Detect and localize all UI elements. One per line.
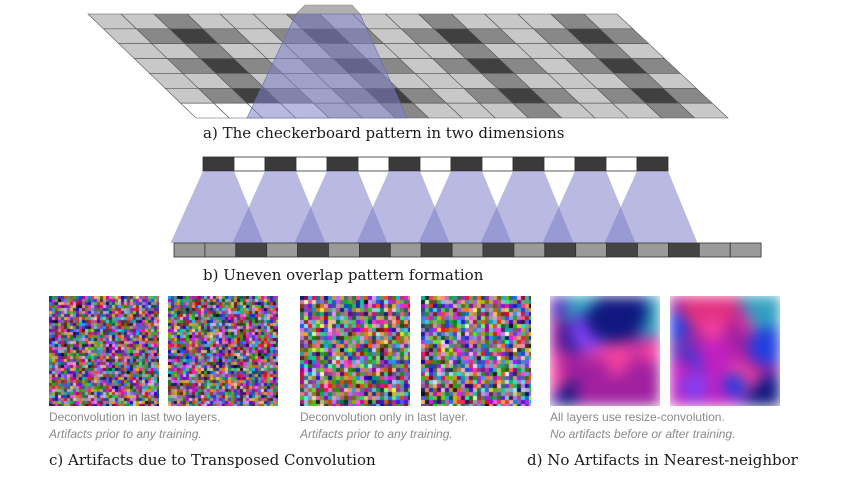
example-note-2-line2: Artifacts prior to any training. xyxy=(300,427,453,441)
output-cell xyxy=(637,242,669,258)
artifact-image-1 xyxy=(49,296,159,406)
output-cell xyxy=(358,242,391,258)
output-strip-1d xyxy=(173,242,762,258)
output-cell xyxy=(729,242,762,258)
output-cell xyxy=(235,242,268,258)
input-cell xyxy=(295,156,328,172)
caption-d: d) No Artifacts in Nearest-neighbor xyxy=(527,451,798,469)
example-note-3-line2: No artifacts before or after training. xyxy=(550,427,736,441)
input-cell xyxy=(357,156,390,172)
input-cell xyxy=(233,156,266,172)
output-cell xyxy=(328,242,360,258)
example-note-2: Deconvolution only in last layer. Artifa… xyxy=(300,409,468,443)
artifact-image-3 xyxy=(300,296,410,406)
input-cell xyxy=(264,156,297,172)
artifact-image-2 xyxy=(168,296,278,406)
input-cell xyxy=(419,156,452,172)
kernel-spread xyxy=(418,171,512,243)
input-cell xyxy=(543,156,576,172)
input-cell xyxy=(481,156,514,172)
example-note-2-line1: Deconvolution only in last layer. xyxy=(300,410,469,424)
kernel-frustum xyxy=(246,13,408,119)
output-cell xyxy=(698,242,731,258)
kernel-spread xyxy=(294,171,388,243)
grid-cell xyxy=(678,102,729,119)
output-cell xyxy=(451,242,484,258)
smooth-image-1-frame xyxy=(550,296,660,406)
input-strip-1d xyxy=(202,156,669,172)
example-note-3: All layers use resize-convolution. No ar… xyxy=(550,409,735,443)
output-cell xyxy=(297,242,329,258)
smooth-image-2-frame xyxy=(670,296,780,406)
output-cell xyxy=(544,242,577,258)
output-cell xyxy=(575,242,608,258)
smooth-image-1 xyxy=(550,296,660,406)
kernel-spread xyxy=(604,171,698,243)
input-cell xyxy=(605,156,638,172)
example-note-1-line2: Artifacts prior to any training. xyxy=(49,427,202,441)
example-note-1: Deconvolution in last two layers. Artifa… xyxy=(49,409,220,443)
input-cell xyxy=(388,156,421,172)
input-cell xyxy=(202,156,235,172)
kernel-spread xyxy=(232,171,326,243)
output-cell xyxy=(482,242,515,258)
output-cell xyxy=(668,242,700,258)
caption-b: b) Uneven overlap pattern formation xyxy=(203,266,484,284)
input-cell xyxy=(574,156,607,172)
kernel-spread xyxy=(170,171,264,243)
smooth-image-2 xyxy=(670,296,780,406)
checkerboard-2d-grid xyxy=(87,13,729,119)
caption-a: a) The checkerboard pattern in two dimen… xyxy=(203,124,565,142)
kernel-spread xyxy=(480,171,574,243)
output-cell xyxy=(173,242,206,258)
output-cell xyxy=(606,242,638,258)
input-cell xyxy=(450,156,483,172)
artifact-image-4 xyxy=(421,296,531,406)
example-note-1-line1: Deconvolution in last two layers. xyxy=(49,410,221,424)
output-cell xyxy=(204,242,237,258)
example-note-3-line1: All layers use resize-convolution. xyxy=(550,410,725,424)
kernel-top-block xyxy=(295,4,361,15)
output-cell xyxy=(420,242,453,258)
output-cell xyxy=(266,242,299,258)
overlap-frustum-2d xyxy=(246,4,408,119)
kernel-spread xyxy=(356,171,450,243)
kernel-spread xyxy=(542,171,636,243)
output-cell xyxy=(513,242,546,258)
overlap-kernels-1d xyxy=(170,171,698,243)
output-cell xyxy=(389,242,422,258)
input-cell xyxy=(636,156,669,172)
caption-c: c) Artifacts due to Transposed Convoluti… xyxy=(49,451,376,469)
input-cell xyxy=(512,156,545,172)
input-cell xyxy=(326,156,359,172)
